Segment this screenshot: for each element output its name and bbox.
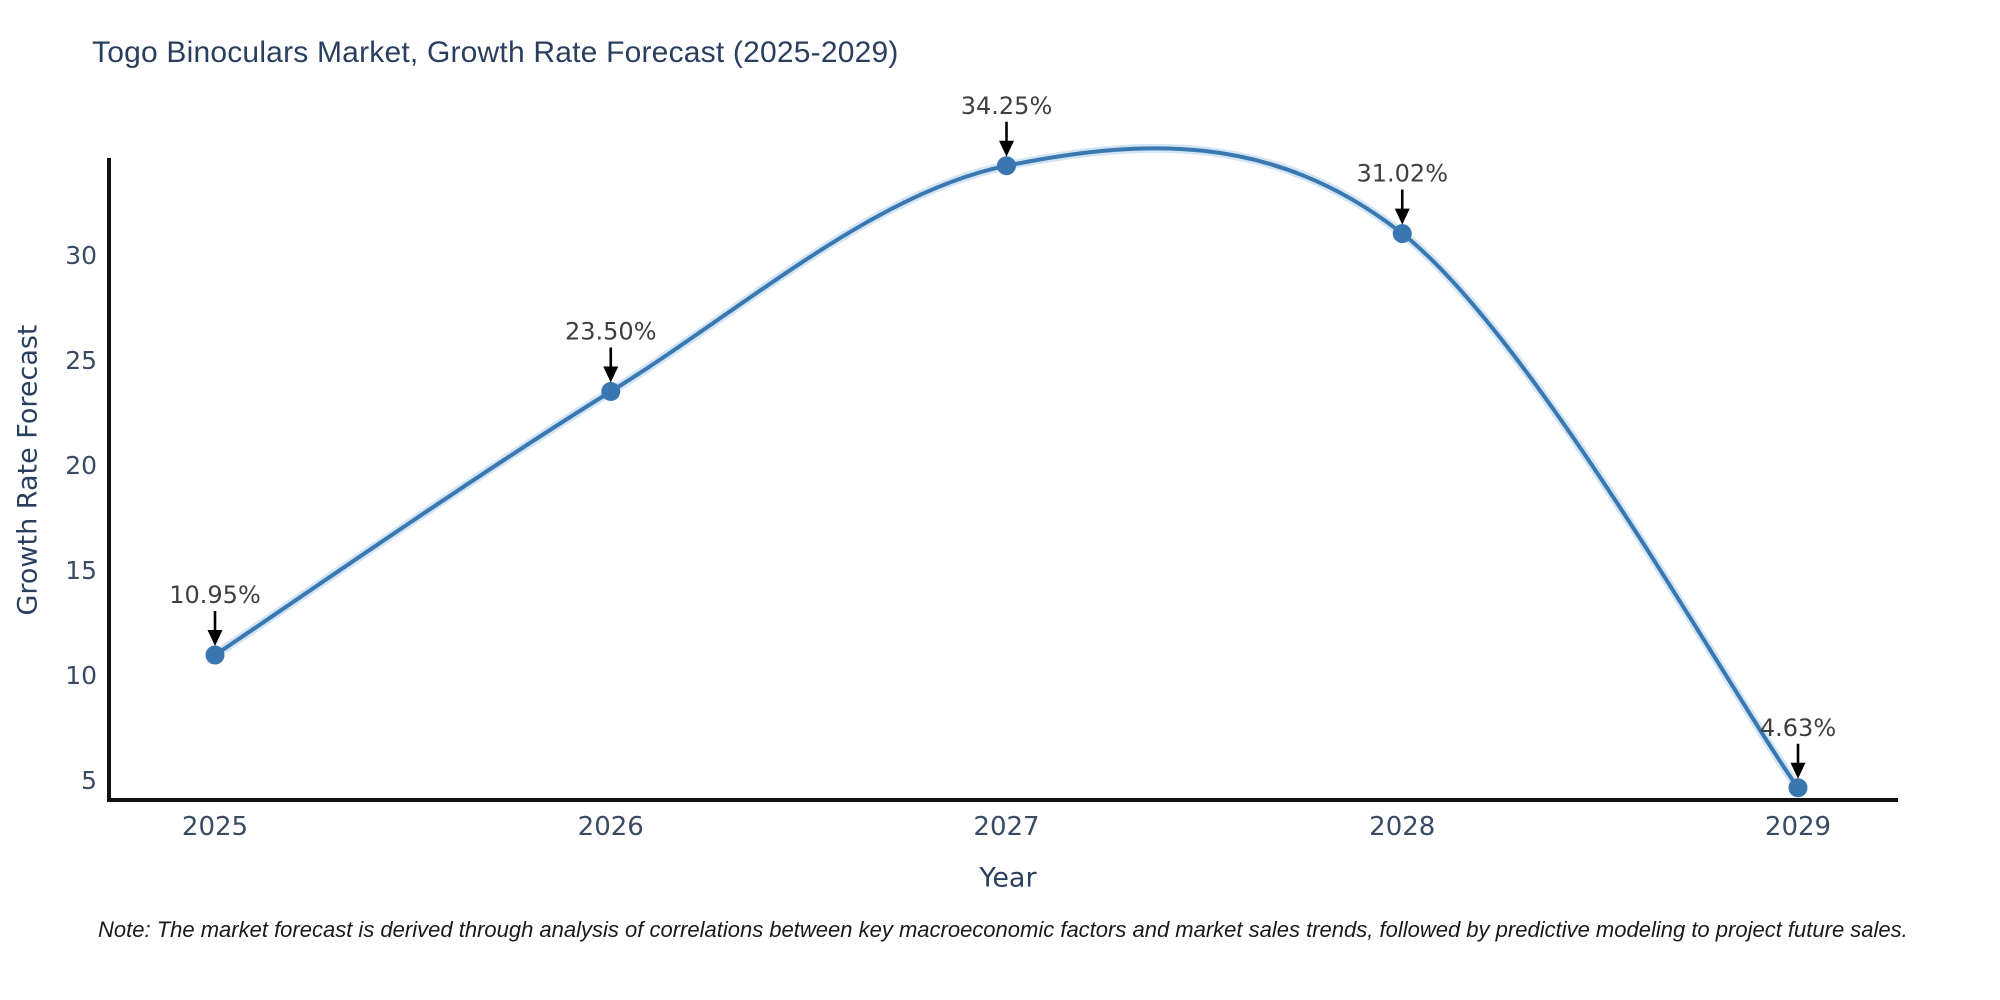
y-tick-label: 25	[65, 346, 97, 375]
chart-title: Togo Binoculars Market, Growth Rate Fore…	[92, 36, 899, 69]
y-tick-label: 5	[81, 766, 97, 795]
point-annotation: 23.50%	[565, 318, 657, 346]
x-tick-label: 2025	[182, 812, 248, 842]
forecast-line	[213, 146, 1800, 790]
point-annotation: 34.25%	[961, 92, 1053, 120]
annotation-arrow-head	[999, 140, 1014, 157]
footnote: Note: The market forecast is derived thr…	[98, 917, 1908, 942]
y-axis-title: Growth Rate Forecast	[12, 324, 44, 616]
data-point-2027[interactable]	[997, 156, 1016, 176]
annotation-arrow-head	[1790, 762, 1806, 779]
forecast-line-glow	[210, 143, 1803, 793]
annotation-arrow-head	[207, 630, 223, 647]
y-tick-label: 10	[65, 661, 97, 690]
data-point-2029[interactable]	[1788, 778, 1808, 798]
x-tick-label: 2027	[973, 812, 1039, 842]
point-annotation: 4.63%	[1760, 714, 1836, 742]
y-tick-label: 30	[65, 241, 97, 270]
x-axis-title: Year	[979, 862, 1037, 894]
x-tick-label: 2026	[578, 812, 644, 842]
data-point-2028[interactable]	[1392, 224, 1412, 244]
point-annotation: 31.02%	[1356, 160, 1448, 188]
x-tick-label: 2029	[1765, 812, 1831, 842]
annotation-arrow-head	[603, 366, 619, 383]
x-tick-label: 2028	[1369, 812, 1435, 842]
y-tick-label: 20	[65, 451, 97, 480]
point-annotation: 10.95%	[169, 581, 261, 609]
data-point-2025[interactable]	[205, 645, 225, 665]
data-point-2026[interactable]	[601, 382, 621, 401]
y-tick-label: 15	[65, 556, 97, 585]
annotation-arrow-head	[1394, 208, 1410, 225]
